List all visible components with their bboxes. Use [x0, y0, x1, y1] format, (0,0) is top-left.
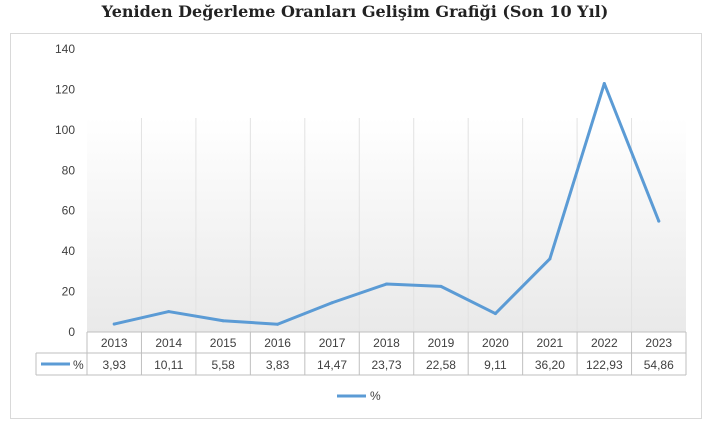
plot-area: [87, 118, 686, 332]
data-table-value: 10,11: [154, 358, 183, 372]
data-table-value: 3,83: [266, 358, 290, 372]
y-tick-label: 0: [68, 325, 75, 339]
data-table-value: 3,93: [103, 358, 127, 372]
data-table-value: 54,86: [644, 358, 674, 372]
data-table-value: 5,58: [211, 358, 235, 372]
x-tick-label: 2014: [155, 336, 182, 350]
x-tick-label: 2017: [319, 336, 346, 350]
data-point: [657, 219, 661, 223]
y-tick-label: 80: [62, 163, 76, 177]
y-tick-label: 20: [62, 285, 76, 299]
x-tick-label: 2019: [428, 336, 455, 350]
data-table-value: 36,20: [535, 358, 565, 372]
data-point: [385, 282, 388, 286]
chart-title: Yeniden Değerleme Oranları Gelişim Grafi…: [101, 2, 609, 21]
y-tick-label: 120: [55, 82, 75, 96]
y-tick-label: 140: [55, 42, 75, 56]
y-tick-label: 100: [55, 123, 75, 137]
y-tick-label: 60: [62, 204, 76, 218]
data-table-value: 9,11: [484, 358, 507, 372]
data-point: [167, 310, 171, 314]
legend-label: %: [370, 389, 381, 403]
data-table-value: 122,93: [586, 358, 623, 372]
y-tick-label: 40: [62, 244, 76, 258]
data-point: [221, 319, 225, 323]
data-point: [493, 312, 497, 316]
x-tick-label: 2016: [264, 336, 291, 350]
x-tick-label: 2018: [373, 336, 400, 350]
x-tick-label: 2021: [537, 336, 564, 350]
x-tick-label: 2023: [645, 336, 672, 350]
chart-frame: [10, 33, 702, 419]
data-point: [548, 257, 552, 261]
data-point: [602, 82, 606, 86]
data-table-value: 22,58: [426, 358, 456, 372]
table-series-name: %: [73, 358, 84, 372]
data-point: [276, 322, 280, 326]
x-tick-label: 2015: [210, 336, 237, 350]
data-table-value: 23,73: [371, 358, 401, 372]
x-tick-label: 2013: [101, 336, 128, 350]
x-tick-label: 2022: [591, 336, 618, 350]
x-tick-label: 2020: [482, 336, 509, 350]
data-point: [112, 322, 116, 326]
data-point: [330, 301, 334, 305]
data-table-value: 14,47: [317, 358, 347, 372]
data-point: [439, 284, 443, 288]
